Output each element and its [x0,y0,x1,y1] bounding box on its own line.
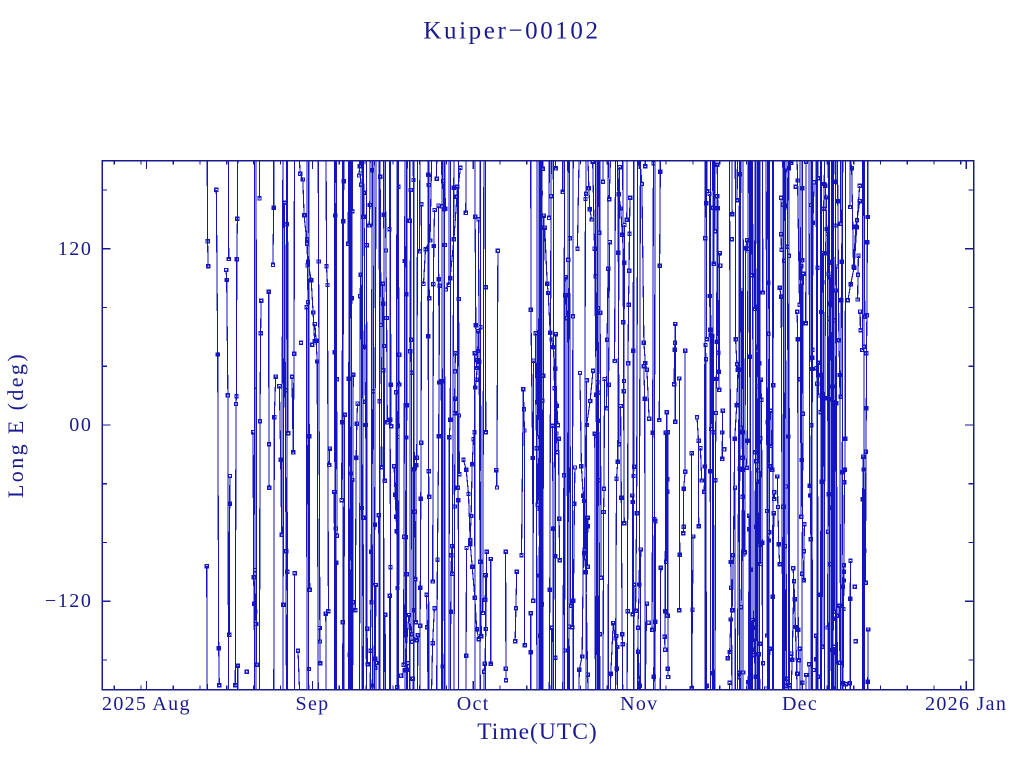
svg-text:−120: −120 [45,590,93,612]
svg-text:Dec: Dec [782,693,818,715]
svg-text:Time(UTC): Time(UTC) [477,719,597,745]
svg-text:120: 120 [58,238,93,260]
svg-text:00: 00 [69,414,92,436]
svg-text:Kuiper−00102: Kuiper−00102 [423,18,600,45]
svg-text:Long E (deg): Long E (deg) [3,352,28,498]
svg-text:2026 Jan: 2026 Jan [925,693,1007,715]
svg-text:Oct: Oct [457,693,490,715]
svg-text:Sep: Sep [296,693,330,715]
svg-text:Nov: Nov [620,693,658,715]
svg-text:2025 Aug: 2025 Aug [102,693,191,715]
